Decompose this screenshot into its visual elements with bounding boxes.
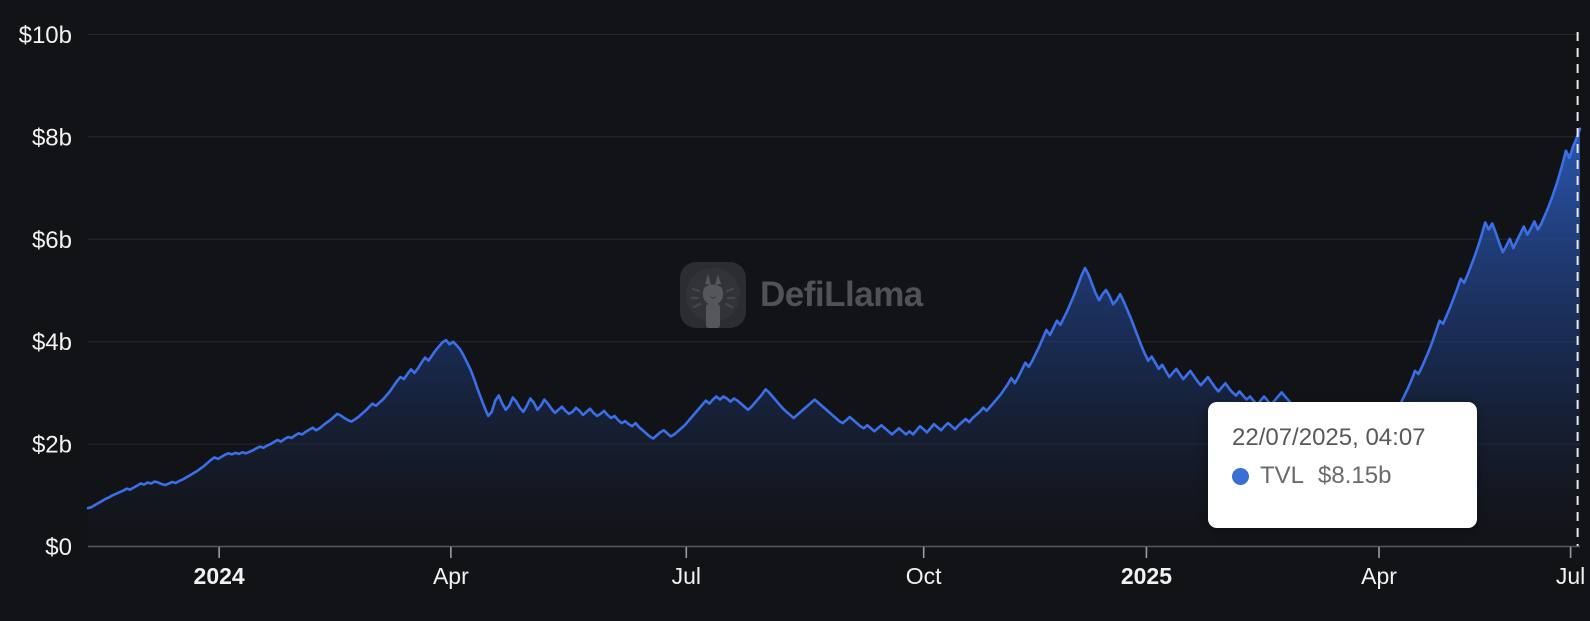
x-tick-label: Oct — [906, 563, 942, 589]
y-tick-label: $0 — [45, 534, 72, 561]
x-tick-label: 2024 — [194, 563, 245, 589]
y-tick-label: $2b — [32, 432, 72, 459]
tooltip-series-row: TVL $8.15b — [1232, 462, 1477, 490]
tooltip-series-dot — [1232, 467, 1249, 485]
chart-gridlines — [88, 34, 1580, 445]
y-tick-label: $6b — [32, 227, 72, 254]
x-tick-label: Jul — [1556, 563, 1585, 589]
x-axis-ticks — [218, 547, 1572, 558]
tooltip-series-value: $8.15b — [1318, 462, 1392, 489]
tooltip-series-name: TVL — [1260, 462, 1305, 489]
y-axis-labels: $0 $2b $4b $6b $8b $10b — [19, 22, 72, 561]
y-tick-label: $8b — [32, 124, 72, 151]
chart-tooltip: 22/07/2025, 04:07 TVL $8.15b — [1208, 402, 1477, 528]
x-tick-label: Apr — [1361, 563, 1397, 589]
x-tick-label: Apr — [433, 563, 469, 589]
y-tick-label: $10b — [19, 22, 72, 49]
x-tick-label: 2025 — [1121, 563, 1172, 589]
y-tick-label: $4b — [32, 329, 72, 356]
tvl-area-fill — [88, 128, 1580, 546]
tooltip-date: 22/07/2025, 04:07 — [1232, 424, 1426, 451]
x-tick-label: Jul — [672, 563, 701, 589]
x-axis-labels: 2024 Apr Jul Oct 2025 Apr Jul — [194, 563, 1586, 589]
